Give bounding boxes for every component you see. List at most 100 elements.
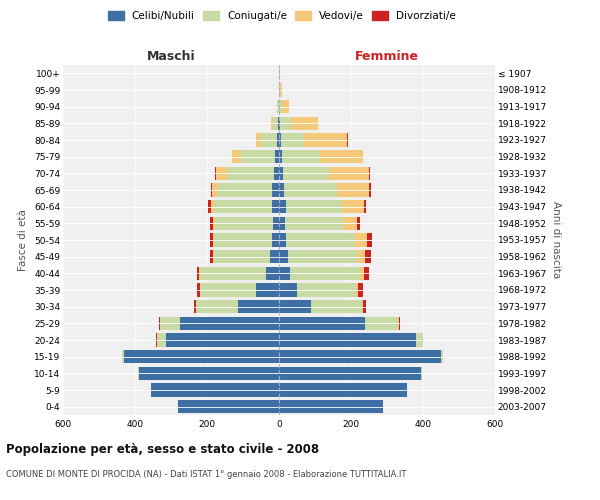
Bar — [196, 300, 238, 314]
Bar — [279, 384, 407, 396]
Bar — [279, 400, 383, 413]
Bar — [279, 316, 365, 330]
Bar — [281, 134, 304, 146]
Bar — [362, 300, 363, 314]
Bar — [278, 116, 279, 130]
Bar — [214, 250, 270, 264]
Bar — [212, 184, 218, 196]
Bar — [364, 266, 369, 280]
Bar — [272, 234, 279, 246]
Bar — [210, 216, 213, 230]
Bar — [124, 350, 279, 364]
Bar — [416, 334, 423, 346]
Bar — [211, 184, 212, 196]
Y-axis label: Anni di nascita: Anni di nascita — [551, 202, 561, 278]
Bar — [279, 250, 288, 264]
Bar — [214, 234, 272, 246]
Bar — [279, 84, 280, 96]
Bar — [358, 250, 365, 264]
Bar — [178, 400, 279, 413]
Bar — [215, 216, 272, 230]
Bar — [365, 250, 371, 264]
Bar — [284, 184, 337, 196]
Bar — [279, 166, 283, 180]
Bar — [279, 150, 282, 164]
Bar — [279, 334, 416, 346]
Bar — [279, 184, 284, 196]
Bar — [138, 366, 139, 380]
Bar — [238, 300, 279, 314]
Bar — [256, 134, 261, 146]
Bar — [166, 334, 279, 346]
Bar — [279, 216, 286, 230]
Bar — [283, 166, 329, 180]
Bar — [358, 284, 362, 296]
Bar — [232, 150, 241, 164]
Bar — [180, 316, 279, 330]
Bar — [398, 316, 400, 330]
Bar — [275, 150, 279, 164]
Bar — [421, 366, 422, 380]
Bar — [279, 134, 281, 146]
Bar — [279, 234, 286, 246]
Bar — [272, 200, 279, 213]
Bar — [355, 234, 367, 246]
Bar — [200, 266, 266, 280]
Bar — [282, 100, 289, 114]
Bar — [364, 200, 367, 213]
Bar — [343, 216, 358, 230]
Bar — [365, 316, 398, 330]
Bar — [279, 200, 286, 213]
Bar — [367, 234, 371, 246]
Bar — [208, 200, 211, 213]
Text: Popolazione per età, sesso e stato civile - 2008: Popolazione per età, sesso e stato civil… — [6, 442, 319, 456]
Bar — [271, 116, 273, 130]
Bar — [320, 150, 363, 164]
Y-axis label: Fasce di età: Fasce di età — [19, 209, 28, 271]
Bar — [286, 200, 342, 213]
Bar — [210, 250, 214, 264]
Bar — [160, 316, 180, 330]
Text: Femmine: Femmine — [355, 50, 419, 62]
Bar — [273, 116, 278, 130]
Bar — [280, 84, 281, 96]
Bar — [218, 184, 272, 196]
Bar — [266, 266, 279, 280]
Bar — [122, 350, 124, 364]
Bar — [311, 300, 362, 314]
Bar — [277, 134, 279, 146]
Bar — [279, 116, 280, 130]
Bar — [290, 266, 360, 280]
Bar — [272, 216, 279, 230]
Bar — [279, 284, 297, 296]
Legend: Celibi/Nubili, Coniugati/e, Vedovi/e, Divorziati/e: Celibi/Nubili, Coniugati/e, Vedovi/e, Di… — [105, 8, 459, 24]
Bar — [157, 334, 166, 346]
Text: COMUNE DI MONTE DI PROCIDA (NA) - Dati ISTAT 1° gennaio 2008 - Elaborazione TUTT: COMUNE DI MONTE DI PROCIDA (NA) - Dati I… — [6, 470, 406, 479]
Bar — [194, 300, 196, 314]
Bar — [261, 134, 277, 146]
Bar — [209, 234, 213, 246]
Bar — [280, 100, 282, 114]
Bar — [369, 166, 370, 180]
Bar — [159, 316, 160, 330]
Text: Maschi: Maschi — [146, 50, 196, 62]
Bar — [139, 366, 279, 380]
Bar — [291, 116, 318, 130]
Bar — [277, 100, 278, 114]
Bar — [356, 284, 358, 296]
Bar — [279, 366, 421, 380]
Bar — [441, 350, 443, 364]
Bar — [200, 284, 256, 296]
Bar — [329, 166, 369, 180]
Bar — [274, 166, 279, 180]
Bar — [211, 200, 214, 213]
Bar — [304, 134, 347, 146]
Bar — [279, 350, 441, 364]
Bar — [279, 300, 311, 314]
Bar — [297, 284, 356, 296]
Bar — [337, 184, 369, 196]
Bar — [358, 216, 361, 230]
Bar — [360, 266, 364, 280]
Bar — [272, 184, 279, 196]
Bar — [342, 200, 364, 213]
